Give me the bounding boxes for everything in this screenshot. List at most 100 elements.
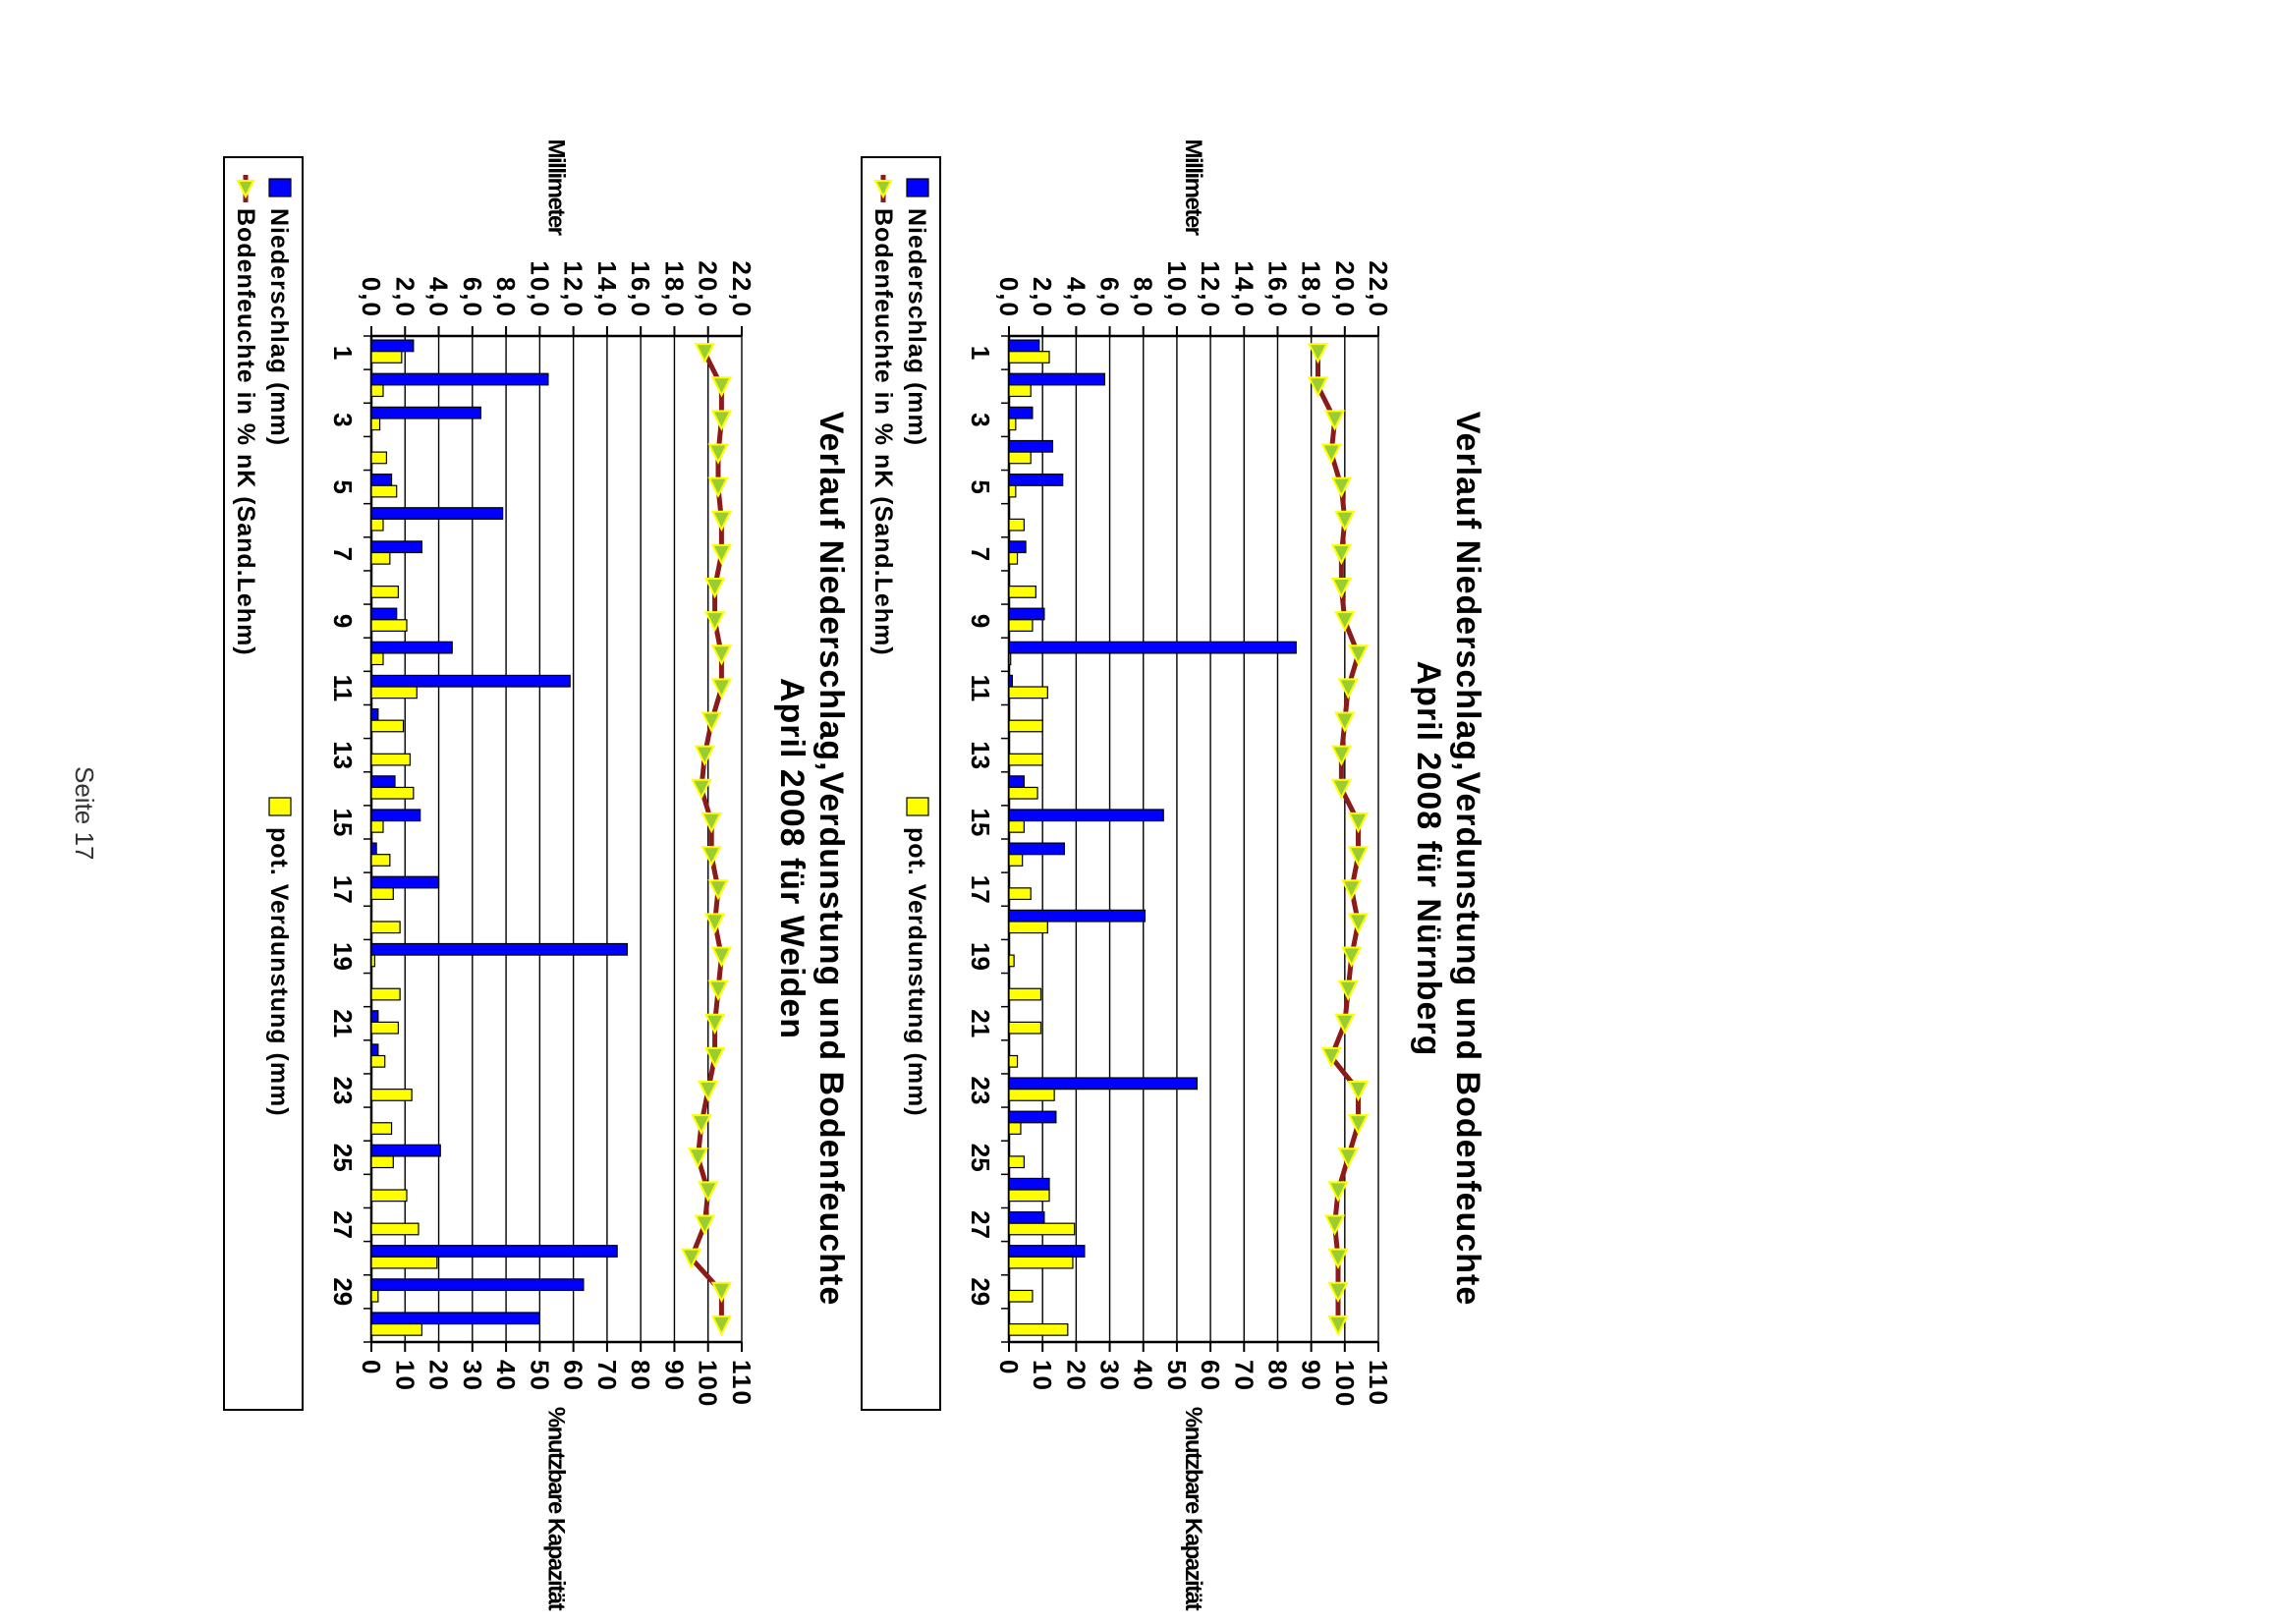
bar-verdunstung (1008, 384, 1032, 398)
y-tick-label: 8,0 (491, 277, 521, 318)
bar-niederschlag (370, 775, 396, 789)
legend-swatch-verdunstung (906, 797, 929, 816)
marker-bodenfeuchte (1347, 913, 1370, 934)
bar-verdunstung (1008, 954, 1015, 968)
y-tick-label: 10,0 (1162, 260, 1192, 318)
bar-niederschlag (370, 339, 415, 353)
bar-verdunstung (1008, 451, 1032, 465)
y-tick-label: 0,0 (357, 277, 386, 318)
x-tick-label: 7 (328, 547, 358, 561)
y2-tick-label: 20 (1061, 1360, 1091, 1392)
bar-verdunstung (370, 1222, 420, 1236)
x-tick-label: 19 (328, 942, 358, 971)
marker-bodenfeuchte (691, 778, 712, 801)
bar-niederschlag (370, 1245, 618, 1258)
x-tick-label: 29 (966, 1277, 995, 1306)
bar-verdunstung (1008, 1089, 1055, 1101)
y2-tick-label: 90 (659, 1360, 689, 1392)
marker-bodenfeuchte (703, 1046, 726, 1069)
legend-label-bodenfeuchte: Bodenfeuchte in % nK (Sand.Lehm) (869, 208, 897, 656)
marker-bodenfeuchte (710, 510, 733, 532)
marker-bodenfeuchte (1327, 1315, 1349, 1337)
bar-verdunstung (1008, 987, 1042, 1001)
marker-bodenfeuchte (707, 879, 729, 901)
marker-bodenfeuchte (698, 1181, 719, 1203)
marker-bodenfeuchte (1334, 611, 1356, 633)
chart-subtitle: April 2008 für Nürnberg (1410, 661, 1447, 1057)
bar-verdunstung (1008, 786, 1038, 800)
chart-nuernberg: 0,0 0 2,0 10 4,0 20 6,0 30 8,0 40 10,0 50 12,0 60 14,0… (861, 0, 2295, 1624)
bar-verdunstung (370, 451, 388, 465)
bar-niederschlag (370, 707, 379, 721)
bar-niederschlag (370, 641, 453, 654)
bar-niederschlag (370, 875, 440, 889)
marker-bodenfeuchte (710, 543, 733, 566)
legend-label-verdunstung: pot. Verdunstung (mm) (903, 827, 930, 1117)
bar-niederschlag (370, 1278, 585, 1292)
legend-label-niederschlag: Niederschlag (mm) (265, 208, 293, 446)
bar-verdunstung (1008, 619, 1034, 632)
x-tick-label: 15 (966, 808, 995, 836)
page-footer: Seite 17 (70, 766, 99, 861)
marker-bodenfeuchte (1347, 1114, 1370, 1136)
x-tick-label: 27 (328, 1210, 358, 1239)
y-tick-label: 4,0 (1061, 277, 1091, 318)
x-tick-label: 9 (966, 614, 995, 628)
marker-bodenfeuchte (1327, 1281, 1349, 1304)
bar-verdunstung (370, 819, 384, 833)
marker-bodenfeuchte (691, 1114, 712, 1136)
y-tick-label: 4,0 (424, 277, 454, 318)
x-tick-label: 17 (966, 875, 995, 904)
y-tick-label: 6,0 (1095, 277, 1125, 318)
x-tick-label: 23 (966, 1077, 995, 1105)
bar-verdunstung (370, 954, 376, 968)
bar-verdunstung (1008, 819, 1025, 833)
y-axis-label-left: Millimeter (543, 139, 570, 235)
bar-verdunstung (1008, 551, 1019, 565)
x-tick-label: 15 (328, 808, 358, 836)
bar-niederschlag (370, 809, 421, 822)
bar-verdunstung (370, 418, 381, 431)
y-tick-label: 12,0 (1196, 260, 1225, 318)
y-tick-label: 22,0 (727, 260, 756, 318)
y-tick-label: 20,0 (1330, 260, 1360, 318)
y2-tick-label: 70 (1229, 1360, 1259, 1392)
x-tick-label: 3 (966, 413, 995, 426)
chart-subtitle: April 2008 für Weiden (773, 678, 811, 1039)
bar-verdunstung (1008, 1289, 1034, 1303)
bar-verdunstung (370, 753, 412, 766)
bar-niederschlag (1008, 909, 1147, 923)
bar-verdunstung (370, 351, 403, 364)
bar-verdunstung (370, 518, 384, 532)
bar-verdunstung (370, 1322, 423, 1336)
y-tick-label: 2,0 (1028, 277, 1057, 318)
bar-verdunstung (370, 484, 398, 498)
marker-bodenfeuchte (687, 1148, 709, 1169)
legend-label-verdunstung: pot. Verdunstung (mm) (265, 827, 293, 1117)
bar-verdunstung (1008, 484, 1017, 498)
x-tick-label: 9 (328, 614, 358, 628)
y-tick-label: 18,0 (1297, 260, 1326, 318)
legend-marker-bodenfeuchte (873, 180, 893, 199)
marker-bodenfeuchte (698, 1081, 719, 1102)
bar-verdunstung (370, 1189, 408, 1203)
marker-bodenfeuchte (710, 678, 733, 700)
marker-bodenfeuchte (1330, 745, 1353, 766)
bar-verdunstung (370, 887, 394, 901)
x-tick-label: 17 (328, 875, 358, 904)
bar-niederschlag (370, 474, 393, 486)
y2-tick-label: 10 (1028, 1360, 1057, 1392)
bar-niederschlag (370, 507, 504, 520)
y-tick-label: 18,0 (659, 260, 689, 318)
marker-bodenfeuchte (703, 578, 726, 599)
marker-bodenfeuchte (707, 443, 729, 465)
legend-swatch-niederschlag (268, 178, 292, 197)
bar-verdunstung (370, 1089, 413, 1101)
marker-bodenfeuchte (1307, 376, 1329, 398)
x-tick-label: 21 (966, 1009, 995, 1037)
bar-niederschlag (370, 1010, 379, 1023)
chart-title: Verlauf Niederschlag,Verdunstung und Bod… (812, 412, 850, 1306)
y-tick-label: 6,0 (458, 277, 487, 318)
legend-label-bodenfeuchte: Bodenfeuchte in % nK (Sand.Lehm) (232, 208, 259, 656)
marker-bodenfeuchte (1320, 443, 1342, 465)
